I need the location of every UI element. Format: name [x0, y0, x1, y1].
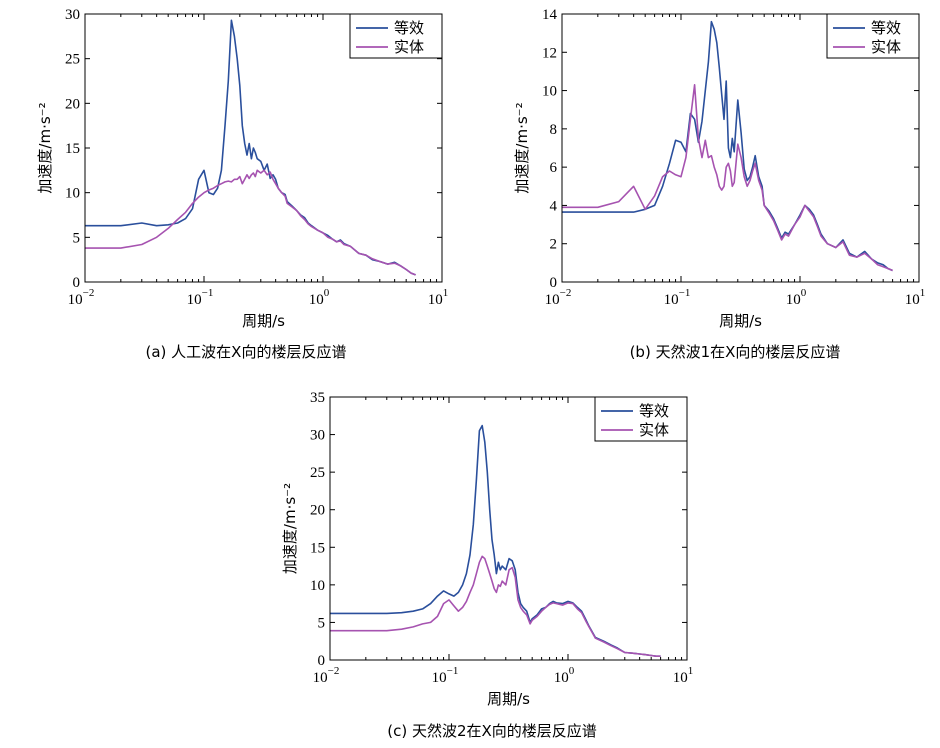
y-tick-label: 4	[550, 198, 558, 214]
y-tick-label: 30	[65, 7, 80, 23]
plot-frame	[329, 396, 688, 661]
x-tick-label: 10−1	[432, 665, 459, 686]
y-tick-label: 25	[310, 465, 325, 481]
x-tick-label: 10−1	[664, 287, 691, 308]
x-tick-label: 100	[309, 287, 330, 308]
legend-entry: 实体	[871, 38, 901, 56]
x-axis-label: 周期/s	[719, 312, 762, 330]
y-tick-label: 20	[65, 96, 80, 112]
series-line-solid	[330, 555, 661, 657]
y-tick-label: 15	[65, 141, 80, 157]
x-tick-label: 100	[554, 665, 575, 686]
y-tick-label: 12	[542, 45, 557, 61]
x-axis-label: 周期/s	[242, 312, 285, 330]
y-axis-label: 加速度/m·s⁻²	[513, 102, 531, 193]
series-line-equivalent	[562, 20, 893, 272]
x-tick-label: 10−2	[68, 287, 95, 308]
x-tick-label: 10−1	[187, 287, 214, 308]
legend-box	[349, 13, 443, 59]
chart-panel-2: 0 2 4 6 8 10 12 14 10−2 10−1 100 101 周期/s 加速度/m·s⁻² 等效…	[513, 7, 925, 361]
y-tick-label: 20	[310, 503, 325, 519]
chart-caption: (b) 天然波1在X向的楼层反应谱	[630, 343, 841, 361]
y-tick-label: 30	[310, 428, 325, 444]
y-tick-label: 14	[542, 7, 558, 23]
legend-entry: 实体	[394, 38, 424, 56]
y-tick-label: 25	[65, 52, 80, 68]
x-axis-label: 周期/s	[487, 690, 530, 708]
chart-caption: (c) 天然波2在X向的楼层反应谱	[387, 722, 597, 740]
y-tick-label: 15	[310, 540, 325, 556]
y-tick-label: 2	[550, 237, 558, 253]
y-tick-label: 5	[73, 230, 81, 246]
series-line-equivalent	[330, 424, 661, 657]
chart-caption: (a) 人工波在X向的楼层反应谱	[146, 343, 347, 361]
y-axis-label: 加速度/m·s⁻²	[36, 102, 54, 193]
legend-entry: 等效	[394, 19, 424, 37]
x-tick-label: 101	[673, 665, 694, 686]
y-tick-label: 5	[318, 615, 326, 631]
y-tick-label: 0	[73, 275, 81, 291]
y-tick-label: 6	[550, 160, 558, 176]
x-tick-label: 10−2	[545, 287, 572, 308]
y-axis-label: 加速度/m·s⁻²	[281, 483, 299, 574]
y-tick-label: 35	[310, 390, 325, 406]
legend-entry: 实体	[639, 421, 669, 439]
x-tick-label: 101	[905, 287, 926, 308]
legend-box	[594, 396, 688, 442]
legend-entry: 等效	[639, 402, 669, 420]
plot-frame	[561, 13, 920, 283]
y-tick-label: 10	[65, 186, 80, 202]
x-tick-label: 10−2	[313, 665, 340, 686]
y-tick-label: 8	[550, 122, 558, 138]
x-tick-label: 101	[428, 287, 449, 308]
y-tick-label: 10	[310, 578, 325, 594]
series-line-solid	[85, 169, 416, 276]
y-tick-label: 0	[318, 653, 326, 669]
y-tick-label: 10	[542, 84, 557, 100]
chart-panel-1: 0 5 10 15 20 25 30 10−2 10−1 100 101 周期/s 加速度/m·s⁻² 等…	[36, 7, 448, 361]
x-tick-label: 100	[786, 287, 807, 308]
legend-entry: 等效	[871, 19, 901, 37]
legend-box	[826, 13, 920, 59]
series-line-solid	[562, 84, 893, 272]
chart-panel-3: 0 5 10 15 20 25 30 35 10−2 10−1 100 101 周期/s 加速度/m·s⁻…	[281, 390, 693, 740]
y-tick-label: 0	[550, 275, 558, 291]
